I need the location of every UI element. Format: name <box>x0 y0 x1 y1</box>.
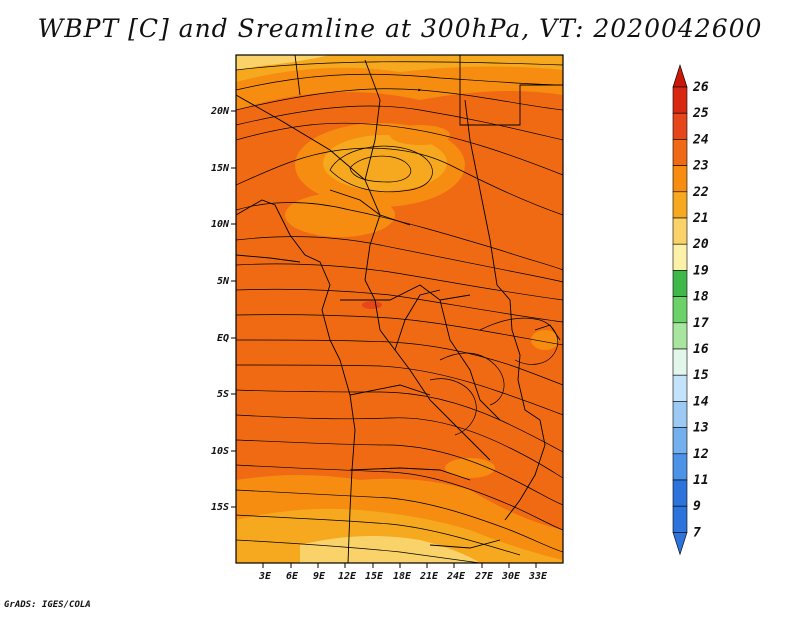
colorbar-label: 25 <box>692 106 709 121</box>
colorbar-label: 23 <box>692 159 709 174</box>
colorbar-segment <box>672 479 688 507</box>
lon-tick-label: 33E <box>528 571 548 582</box>
colorbar-label: 22 <box>692 185 709 200</box>
lat-tick-label: 5S <box>217 389 229 400</box>
lon-tick-label: 24E <box>446 571 466 582</box>
lat-axis: 20N 15N 10N 5N EQ 5S 10S 15S <box>210 106 236 513</box>
lon-axis: 3E 6E 9E 12E 15E 18E 21E 24E 27E 30E 33E <box>258 563 548 582</box>
colorbar-label: 11 <box>693 473 709 488</box>
colorbar-top-arrow <box>672 64 688 88</box>
colorbar-label: 15 <box>693 368 709 383</box>
chart-title: WBPT [C] and Sreamline at 300hPa, VT: 20… <box>37 14 763 43</box>
colorbar-segment <box>672 270 688 297</box>
colorbar-segment <box>672 191 688 219</box>
colorbar-label: 14 <box>693 394 709 409</box>
streamlines <box>236 61 563 563</box>
colorbar-label: 13 <box>693 421 709 436</box>
colorbar-segment <box>672 112 688 140</box>
colorbar-segment <box>672 243 688 271</box>
colorbar-segment <box>672 165 688 193</box>
lon-tick-label: 21E <box>419 571 439 582</box>
colorbar-segment <box>672 453 688 481</box>
colorbar-label: 18 <box>693 290 709 305</box>
colorbar-segment <box>672 427 688 455</box>
colorbar-label: 17 <box>693 316 709 331</box>
colorbar: 26 25 24 23 22 21 20 19 18 17 16 15 14 13 12 11 9 7 <box>672 64 709 556</box>
lon-tick-label: 3E <box>258 571 272 582</box>
colorbar-label: 24 <box>692 132 709 147</box>
colorbar-label: 21 <box>692 211 709 226</box>
colorbar-label: 19 <box>693 263 709 278</box>
lat-tick-label: 10S <box>211 446 229 457</box>
lat-tick-label: 10N <box>211 219 230 230</box>
lat-tick-label: 5N <box>217 276 230 287</box>
lon-tick-label: 30E <box>501 571 521 582</box>
lat-tick-label: 15N <box>211 163 230 174</box>
colorbar-label: 26 <box>692 80 709 95</box>
lat-tick-label: 20N <box>210 106 230 117</box>
lon-tick-label: 15E <box>365 571 384 582</box>
colorbar-segment <box>672 139 688 166</box>
lat-tick-label: EQ <box>217 333 229 344</box>
colorbar-segment <box>672 86 688 114</box>
country-borders <box>236 55 563 563</box>
colorbar-label: 16 <box>693 342 709 357</box>
wbpt-field <box>236 55 563 563</box>
colorbar-segment <box>672 322 688 350</box>
colorbar-label: 12 <box>693 447 709 462</box>
colorbar-segment <box>672 374 688 402</box>
colorbar-bottom-arrow <box>672 532 688 556</box>
lon-tick-label: 18E <box>393 571 412 582</box>
colorbar-segment <box>672 505 688 533</box>
colorbar-segment <box>672 217 688 245</box>
lat-tick-label: 15S <box>211 502 229 513</box>
colorbar-segment <box>672 296 688 324</box>
colorbar-label: 9 <box>693 499 701 514</box>
lon-tick-label: 6E <box>286 571 299 582</box>
credit-label: GrADS: IGES/COLA <box>4 600 91 610</box>
colorbar-label: 7 <box>693 525 701 540</box>
colorbar-segment <box>672 401 688 428</box>
lon-tick-label: 12E <box>338 571 357 582</box>
colorbar-segment <box>672 348 688 376</box>
colorbar-label: 20 <box>692 237 709 252</box>
lon-tick-label: 27E <box>474 571 494 582</box>
lon-tick-label: 9E <box>313 571 326 582</box>
